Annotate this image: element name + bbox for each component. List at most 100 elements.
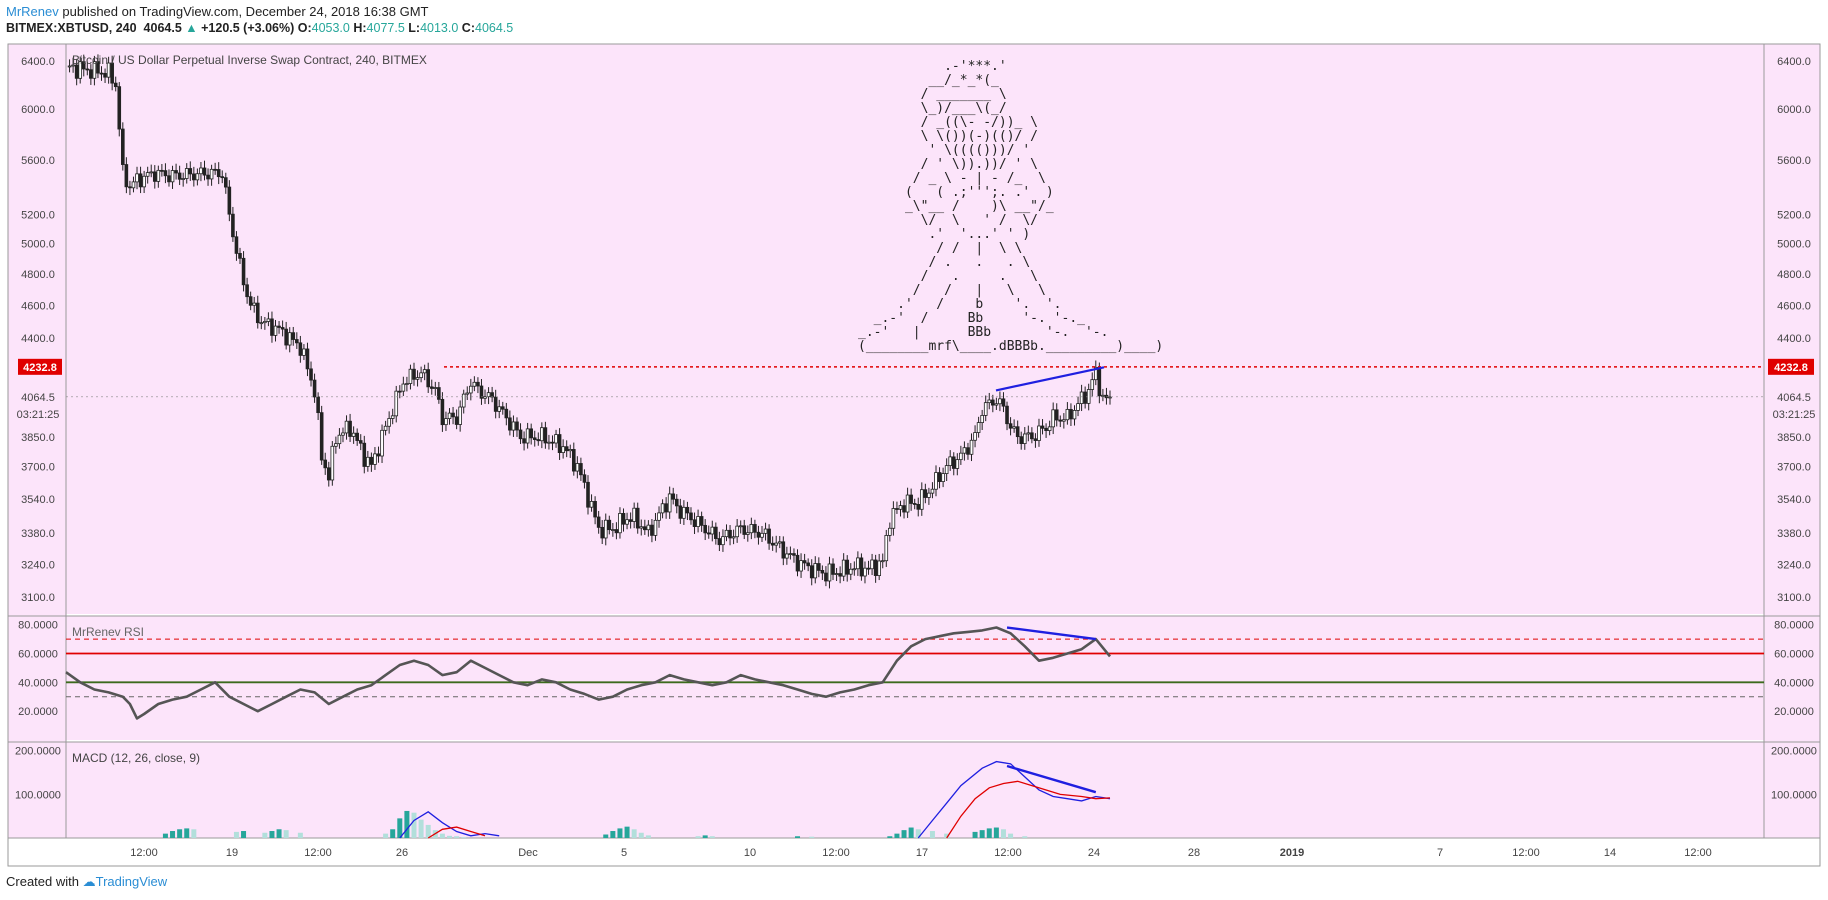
candle-body <box>511 421 516 431</box>
candle-body <box>515 421 519 431</box>
candle-body <box>589 501 594 508</box>
candle-body <box>1012 426 1016 429</box>
candle-body <box>454 416 459 425</box>
x-tick-26: 26 <box>396 847 408 859</box>
candle-body <box>767 528 771 544</box>
candle-body <box>1093 366 1098 381</box>
chart-header: MrRenev published on TradingView.com, De… <box>6 4 513 36</box>
candle-body <box>99 72 104 75</box>
candle-body <box>561 446 565 454</box>
tradingview-link[interactable]: TradingView <box>95 874 168 889</box>
macd-histogram-bar <box>425 824 431 838</box>
candle-body <box>820 570 825 574</box>
macd-histogram-bar <box>603 834 609 838</box>
candle-body <box>635 507 640 529</box>
candle-body <box>1097 366 1102 397</box>
ascii-art-line: / . . \ <box>858 269 1038 284</box>
author-link[interactable]: MrRenev <box>6 4 59 19</box>
y-tick-4600.0: 4600.0 <box>21 300 55 312</box>
chart-title: Bitcoin / US Dollar Perpetual Inverse Sw… <box>72 53 427 67</box>
candle-body <box>632 507 636 522</box>
candle-body <box>280 327 285 330</box>
x-tick-10: 10 <box>744 847 756 859</box>
candle-body <box>1015 426 1020 438</box>
candle-body <box>795 554 800 572</box>
candle-body <box>252 302 257 306</box>
candle-body <box>476 381 480 387</box>
candle-body <box>1051 409 1055 428</box>
candle-body <box>941 473 945 482</box>
candle-body <box>955 459 960 469</box>
candle-body <box>113 82 118 88</box>
macd-title: MACD (12, 26, close, 9) <box>72 751 200 765</box>
rsi-y-tick-20.0000: 20.0000 <box>1774 706 1814 718</box>
candle-body <box>554 434 558 444</box>
candle-body <box>696 516 700 527</box>
candle-body <box>976 422 981 433</box>
candle-body <box>721 536 725 546</box>
candle-body <box>873 559 878 576</box>
y-tick-4400.0: 4400.0 <box>1777 333 1811 345</box>
candle-body <box>81 61 86 70</box>
candle-body <box>351 432 356 437</box>
candle-body <box>369 456 374 465</box>
candle-body <box>92 61 97 79</box>
candle-body <box>110 62 114 84</box>
candle-body <box>387 418 391 427</box>
macd-trendline <box>1006 764 1097 794</box>
candle-body <box>145 172 150 177</box>
candle-body <box>863 567 867 577</box>
rsi-y-tick-40.0000: 40.0000 <box>1774 677 1814 689</box>
candle-body <box>433 387 438 389</box>
candle-body <box>1008 423 1013 429</box>
y-tick-3380.0: 3380.0 <box>21 528 55 540</box>
macd-histogram-bar <box>184 828 190 838</box>
candle-body <box>1026 432 1031 435</box>
candle-body <box>845 559 850 575</box>
candle-body <box>355 432 359 441</box>
macd-histogram-bar <box>447 835 453 838</box>
candle-body <box>756 531 761 538</box>
candle-body <box>426 369 431 388</box>
candle-body <box>366 456 370 467</box>
candle-body <box>319 412 324 461</box>
low-label: L: <box>408 21 421 35</box>
ascii-art-line: \/ \ ' / \/ <box>858 213 1038 228</box>
candle-body <box>540 427 544 442</box>
macd-histogram-bar <box>418 819 424 838</box>
candle-body <box>852 568 857 571</box>
created-with-text: Created with <box>6 874 79 889</box>
y-tick-3540.0: 3540.0 <box>21 494 55 506</box>
candle-body <box>994 403 999 406</box>
candle-body <box>799 560 803 572</box>
candle-body <box>156 169 161 182</box>
candle-body <box>1005 405 1009 425</box>
ascii-art-line: / _ \ - | - /_ \ <box>858 171 1046 186</box>
macd-histogram-bar <box>986 828 992 838</box>
price-pane <box>66 44 1764 614</box>
candle-body <box>302 348 306 356</box>
x-tick-12:00: 12:00 <box>1684 847 1712 859</box>
candle-body <box>991 399 995 406</box>
candle-body <box>973 432 977 441</box>
macd-histogram-bar <box>709 836 715 838</box>
ascii-art-line: / / | \ \ <box>858 241 1022 256</box>
candle-body <box>1054 409 1059 421</box>
candle-body <box>760 532 764 538</box>
candle-body <box>596 516 601 528</box>
candle-body <box>383 425 388 431</box>
macd-y-tick-100.0000: 100.0000 <box>1771 789 1817 801</box>
candle-body <box>397 390 402 393</box>
candle-body <box>405 383 409 385</box>
candle-body <box>827 563 832 582</box>
candle-body <box>238 253 242 259</box>
candle-body <box>824 572 828 582</box>
ascii-art-line: \_)/___\(_/ <box>858 101 1007 116</box>
candle-body <box>710 526 715 535</box>
candle-body <box>888 527 892 536</box>
candle-body <box>422 369 427 374</box>
candle-body <box>85 68 90 71</box>
macd-histogram-bar <box>944 833 950 838</box>
candle-body <box>1037 425 1041 441</box>
